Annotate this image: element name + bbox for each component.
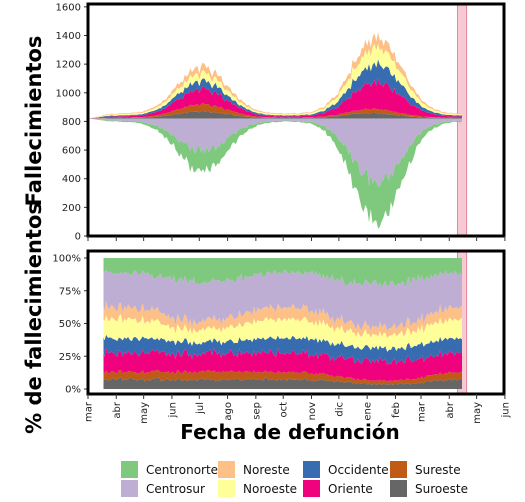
share-occidente bbox=[103, 334, 462, 365]
share-sureste bbox=[103, 369, 462, 385]
legend-swatch bbox=[121, 461, 138, 478]
legend-label: Sureste bbox=[415, 463, 461, 477]
legend-item-noroeste: Noroeste bbox=[218, 480, 297, 497]
legend-label: Centronorte bbox=[146, 463, 218, 477]
y-tick-label: 1600 bbox=[56, 2, 81, 13]
stream-noroeste bbox=[88, 43, 462, 119]
bottom-panel-border bbox=[86, 249, 506, 396]
legend-label: Oriente bbox=[328, 482, 373, 496]
x-tick-label: may bbox=[472, 402, 483, 424]
y-tick-label: 0% bbox=[65, 385, 81, 396]
y-tick-label: 0 bbox=[75, 232, 81, 243]
x-tick-label: abr bbox=[112, 401, 123, 418]
y-tick-label: 1000 bbox=[56, 88, 81, 99]
x-tick-label: ene bbox=[363, 402, 374, 421]
top-panel-border bbox=[86, 2, 506, 238]
legend-item-centronorte: Centronorte bbox=[121, 461, 218, 478]
x-axis: mar abr may jun jul ago sep oct nov dic ene feb mar a… bbox=[84, 236, 511, 424]
x-tick-label: feb bbox=[391, 402, 402, 418]
stream-occidente bbox=[88, 59, 462, 119]
share-centronorte bbox=[103, 258, 462, 289]
legend-swatch bbox=[303, 480, 320, 497]
legend-item-noreste: Noreste bbox=[218, 461, 290, 478]
y-tick-label: 400 bbox=[62, 174, 81, 185]
share-oriente bbox=[103, 347, 462, 382]
legend-item-sureste: Sureste bbox=[390, 461, 461, 478]
share-noroeste bbox=[103, 314, 462, 352]
y-tick-label: 75% bbox=[59, 286, 81, 297]
share-suroeste bbox=[103, 376, 462, 389]
stream-sureste bbox=[88, 102, 462, 119]
x-tick-label: jun bbox=[167, 402, 178, 418]
legend-label: Occidente bbox=[328, 463, 389, 477]
bottom-y-axis-title: % de fallecimientos bbox=[22, 202, 46, 434]
legend-swatch bbox=[390, 480, 407, 497]
x-tick-label: oct bbox=[279, 402, 290, 418]
y-tick-label: 25% bbox=[59, 352, 81, 363]
x-tick-label: jul bbox=[195, 402, 206, 415]
stream-centronorte bbox=[88, 118, 462, 229]
stream-oriente bbox=[88, 78, 462, 119]
legend-swatch bbox=[121, 480, 138, 497]
y-tick-label: 200 bbox=[62, 203, 81, 214]
share-centrosur bbox=[103, 269, 462, 332]
legend-item-oriente: Oriente bbox=[303, 480, 373, 497]
legend-swatch bbox=[218, 480, 235, 497]
share-noreste bbox=[103, 300, 462, 339]
y-tick-label: 100% bbox=[52, 254, 81, 265]
legend-swatch bbox=[303, 461, 320, 478]
y-tick-label: 50% bbox=[59, 319, 81, 330]
legend-label: Suroeste bbox=[415, 482, 468, 496]
legend: Centronorte Centrosur Noreste Noroeste Occid… bbox=[121, 461, 468, 497]
legend-item-occidente: Occidente bbox=[303, 461, 389, 478]
top-y-axis-title: Fallecimientos bbox=[22, 36, 46, 207]
x-tick-label: abr bbox=[445, 401, 456, 418]
top-panel: 0 200 400 600 800 1000 1200 1400 1600 Fallecimie… bbox=[22, 2, 506, 243]
stream-suroeste bbox=[88, 110, 462, 119]
x-tick-label: jun bbox=[500, 402, 511, 418]
x-tick-label: nov bbox=[307, 402, 318, 420]
x-tick-label: sep bbox=[251, 402, 262, 420]
x-axis-title: Fecha de defunción bbox=[180, 420, 400, 444]
legend-label: Centrosur bbox=[146, 482, 205, 496]
y-tick-label: 800 bbox=[62, 117, 81, 128]
legend-swatch bbox=[390, 461, 407, 478]
stream-centrosur bbox=[88, 118, 462, 187]
y-tick-label: 1400 bbox=[56, 31, 81, 42]
legend-label: Noroeste bbox=[243, 482, 297, 496]
x-tick-label: mar bbox=[417, 401, 428, 422]
legend-item-suroeste: Suroeste bbox=[390, 480, 468, 497]
x-tick-label: dic bbox=[334, 402, 345, 417]
legend-item-centrosur: Centrosur bbox=[121, 480, 205, 497]
x-tick-label: ago bbox=[223, 402, 234, 421]
x-tick-label: mar bbox=[84, 401, 95, 422]
bottom-panel: 0% 25% 50% 75% 100% % de fallecimientos bbox=[22, 202, 506, 434]
y-tick-label: 1200 bbox=[56, 60, 81, 71]
legend-label: Noreste bbox=[243, 463, 290, 477]
y-tick-label: 600 bbox=[62, 146, 81, 157]
x-tick-label: may bbox=[139, 402, 150, 424]
legend-swatch bbox=[218, 461, 235, 478]
